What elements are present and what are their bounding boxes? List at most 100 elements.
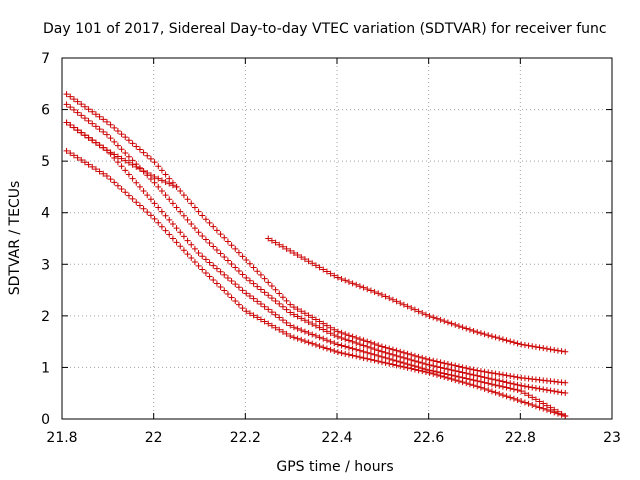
data-point bbox=[136, 183, 143, 190]
data-point bbox=[118, 146, 125, 153]
data-point bbox=[507, 385, 514, 392]
data-point bbox=[378, 348, 385, 355]
data-point bbox=[342, 343, 349, 350]
data-point bbox=[301, 256, 308, 263]
data-point bbox=[503, 379, 510, 386]
data-point bbox=[360, 337, 367, 344]
data-point bbox=[107, 176, 114, 183]
chart-title: Day 101 of 2017, Sidereal Day-to-day VTE… bbox=[43, 21, 607, 37]
data-point bbox=[206, 219, 213, 226]
data-point bbox=[158, 167, 165, 174]
data-point bbox=[283, 306, 290, 313]
data-point bbox=[496, 371, 503, 378]
data-point bbox=[536, 385, 543, 392]
data-point bbox=[206, 239, 213, 246]
data-point bbox=[312, 341, 319, 348]
data-point bbox=[382, 359, 389, 366]
data-point bbox=[499, 336, 506, 343]
data-point bbox=[151, 200, 158, 207]
data-point bbox=[353, 353, 360, 360]
data-point bbox=[488, 369, 495, 376]
data-point bbox=[404, 303, 411, 310]
data-point bbox=[371, 341, 378, 348]
data-point bbox=[243, 274, 250, 281]
data-point bbox=[455, 378, 462, 385]
x-tick-label: 22 bbox=[145, 430, 163, 446]
data-point bbox=[210, 223, 217, 230]
data-point bbox=[331, 348, 338, 355]
data-point bbox=[114, 159, 121, 166]
data-point bbox=[444, 319, 451, 326]
data-point bbox=[481, 379, 488, 386]
data-point bbox=[441, 318, 448, 325]
data-point bbox=[463, 325, 470, 332]
data-point bbox=[375, 352, 382, 359]
data-point bbox=[180, 212, 187, 219]
data-point bbox=[452, 367, 459, 374]
data-point bbox=[118, 185, 125, 192]
data-point bbox=[558, 348, 565, 355]
data-point bbox=[345, 332, 352, 339]
data-point bbox=[166, 216, 173, 223]
data-point bbox=[287, 309, 294, 316]
data-point bbox=[111, 151, 118, 158]
data-point bbox=[67, 104, 74, 111]
data-point bbox=[235, 268, 242, 275]
data-point bbox=[177, 243, 184, 250]
data-point bbox=[92, 123, 99, 130]
data-point bbox=[232, 298, 239, 305]
data-point bbox=[276, 290, 283, 297]
data-point bbox=[353, 281, 360, 288]
data-point bbox=[125, 192, 132, 199]
data-point bbox=[107, 135, 114, 142]
data-point bbox=[426, 362, 433, 369]
data-point bbox=[89, 120, 96, 127]
data-point bbox=[70, 152, 77, 159]
data-point bbox=[426, 356, 433, 363]
data-point bbox=[177, 188, 184, 195]
data-point bbox=[518, 382, 525, 389]
data-point bbox=[345, 344, 352, 351]
data-point bbox=[250, 295, 257, 302]
data-point bbox=[257, 286, 264, 293]
data-point bbox=[320, 335, 327, 342]
data-point bbox=[371, 288, 378, 295]
data-point bbox=[463, 365, 470, 372]
data-point bbox=[485, 387, 492, 394]
data-point bbox=[411, 357, 418, 364]
data-point bbox=[323, 345, 330, 352]
data-point bbox=[496, 377, 503, 384]
data-point bbox=[81, 103, 88, 110]
data-point bbox=[162, 178, 169, 185]
y-tick-label: 4 bbox=[41, 206, 50, 222]
data-point bbox=[470, 328, 477, 335]
data-point bbox=[294, 313, 301, 320]
data-point bbox=[228, 278, 235, 285]
data-point bbox=[232, 281, 239, 288]
data-point bbox=[389, 346, 396, 353]
data-point bbox=[323, 322, 330, 329]
series-s3 bbox=[63, 119, 569, 419]
data-point bbox=[232, 245, 239, 252]
data-point bbox=[419, 368, 426, 375]
data-point bbox=[481, 374, 488, 381]
data-point bbox=[529, 343, 536, 350]
data-point bbox=[437, 364, 444, 371]
data-point bbox=[367, 356, 374, 363]
data-point bbox=[459, 379, 466, 386]
data-point bbox=[518, 398, 525, 405]
data-point bbox=[239, 253, 246, 260]
data-point bbox=[375, 342, 382, 349]
data-point bbox=[404, 364, 411, 371]
data-point bbox=[356, 347, 363, 354]
data-point bbox=[338, 349, 345, 356]
data-point bbox=[301, 317, 308, 324]
data-point bbox=[532, 343, 539, 350]
y-tick-label: 0 bbox=[41, 412, 50, 428]
data-point bbox=[111, 179, 118, 186]
y-tick-label: 1 bbox=[41, 360, 50, 376]
data-point bbox=[147, 212, 154, 219]
data-point bbox=[166, 180, 173, 187]
data-point bbox=[459, 324, 466, 331]
data-point bbox=[180, 233, 187, 240]
